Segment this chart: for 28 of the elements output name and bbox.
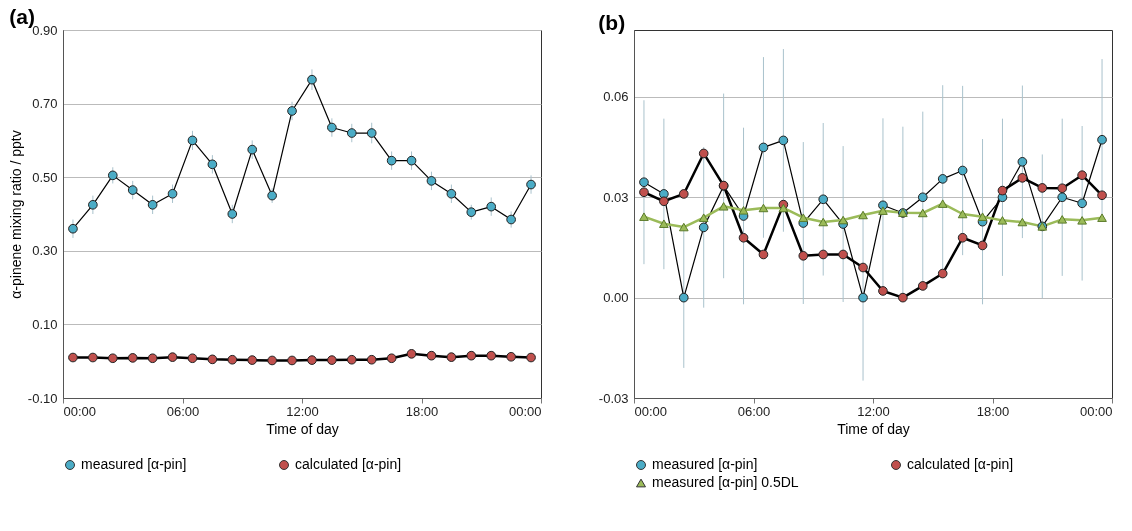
y-tick-label: 0.00: [603, 290, 629, 306]
legend-label: calculated [α-pin]: [295, 456, 402, 472]
y-tick-label: -0.10: [27, 390, 58, 406]
x-axis-title: Time of day: [837, 420, 910, 437]
y-tick-label: 0.03: [603, 189, 629, 205]
x-tick-label: 00:00: [634, 403, 668, 419]
legend-label: measured [α-pin]: [81, 456, 187, 472]
y-tick-label: 0.70: [32, 96, 58, 112]
y-tick-label: 0.10: [32, 316, 58, 332]
y-tick-label: 0.50: [32, 169, 58, 185]
x-tick-label: 12:00: [286, 403, 319, 419]
x-tick-label: 06:00: [166, 403, 200, 419]
legend-label: calculated [α-pin]: [907, 456, 1014, 472]
x-tick-label: 12:00: [857, 403, 890, 419]
x-tick-label: 00:00: [63, 403, 97, 419]
x-axis-title: Time of day: [266, 420, 339, 437]
legend-label: measured [α-pin]: [652, 456, 758, 472]
x-tick-label: 06:00: [737, 403, 771, 419]
x-tick-label: 18:00: [405, 403, 439, 419]
y-tick-label: 0.30: [32, 243, 58, 259]
x-tick-label: 00:00: [508, 403, 542, 419]
x-tick-label: 00:00: [1079, 403, 1113, 419]
y-tick-label: 0.06: [603, 89, 629, 105]
legend-label: measured [α-pin] 0.5DL: [652, 474, 799, 490]
chart-title: (b): [598, 11, 626, 34]
y-tick-label: -0.03: [598, 390, 629, 406]
y-axis-title: α-pinene mixing ratio / pptv: [7, 130, 24, 299]
x-tick-label: 18:00: [976, 403, 1010, 419]
